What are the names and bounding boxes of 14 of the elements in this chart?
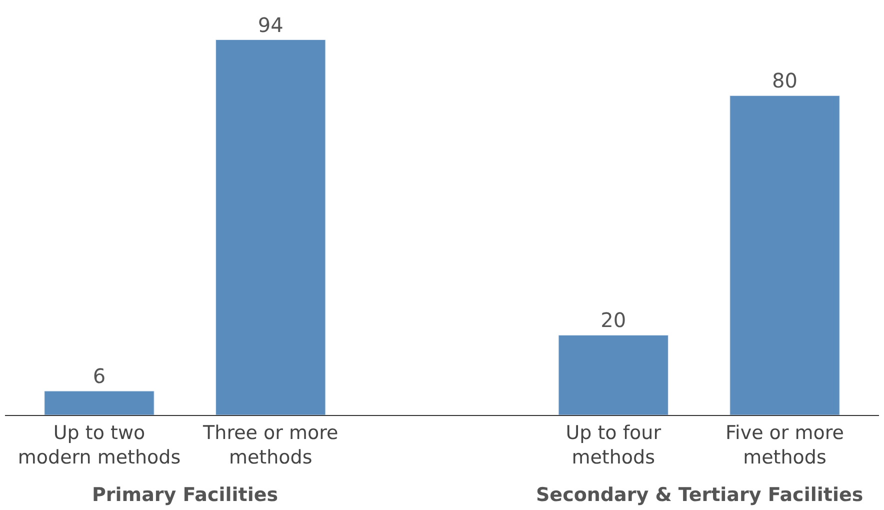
bar	[216, 40, 326, 415]
x-tick-label: Up to four methods	[566, 422, 662, 468]
bar	[558, 334, 668, 415]
data-label: 94	[258, 12, 284, 37]
text: Secondary & Tertiary Facilities	[536, 484, 864, 506]
x-tick-label: Five or more methods	[726, 422, 844, 468]
bar	[730, 95, 840, 415]
data-label: 20	[600, 308, 626, 332]
x-tick-label: Up to two modern methods	[18, 422, 181, 468]
text: Primary Facilities	[92, 484, 278, 506]
x-tick-label: Three or more methods	[202, 422, 338, 468]
data-label: 6	[92, 364, 106, 388]
bar	[44, 390, 154, 415]
data-label: 80	[772, 68, 798, 93]
